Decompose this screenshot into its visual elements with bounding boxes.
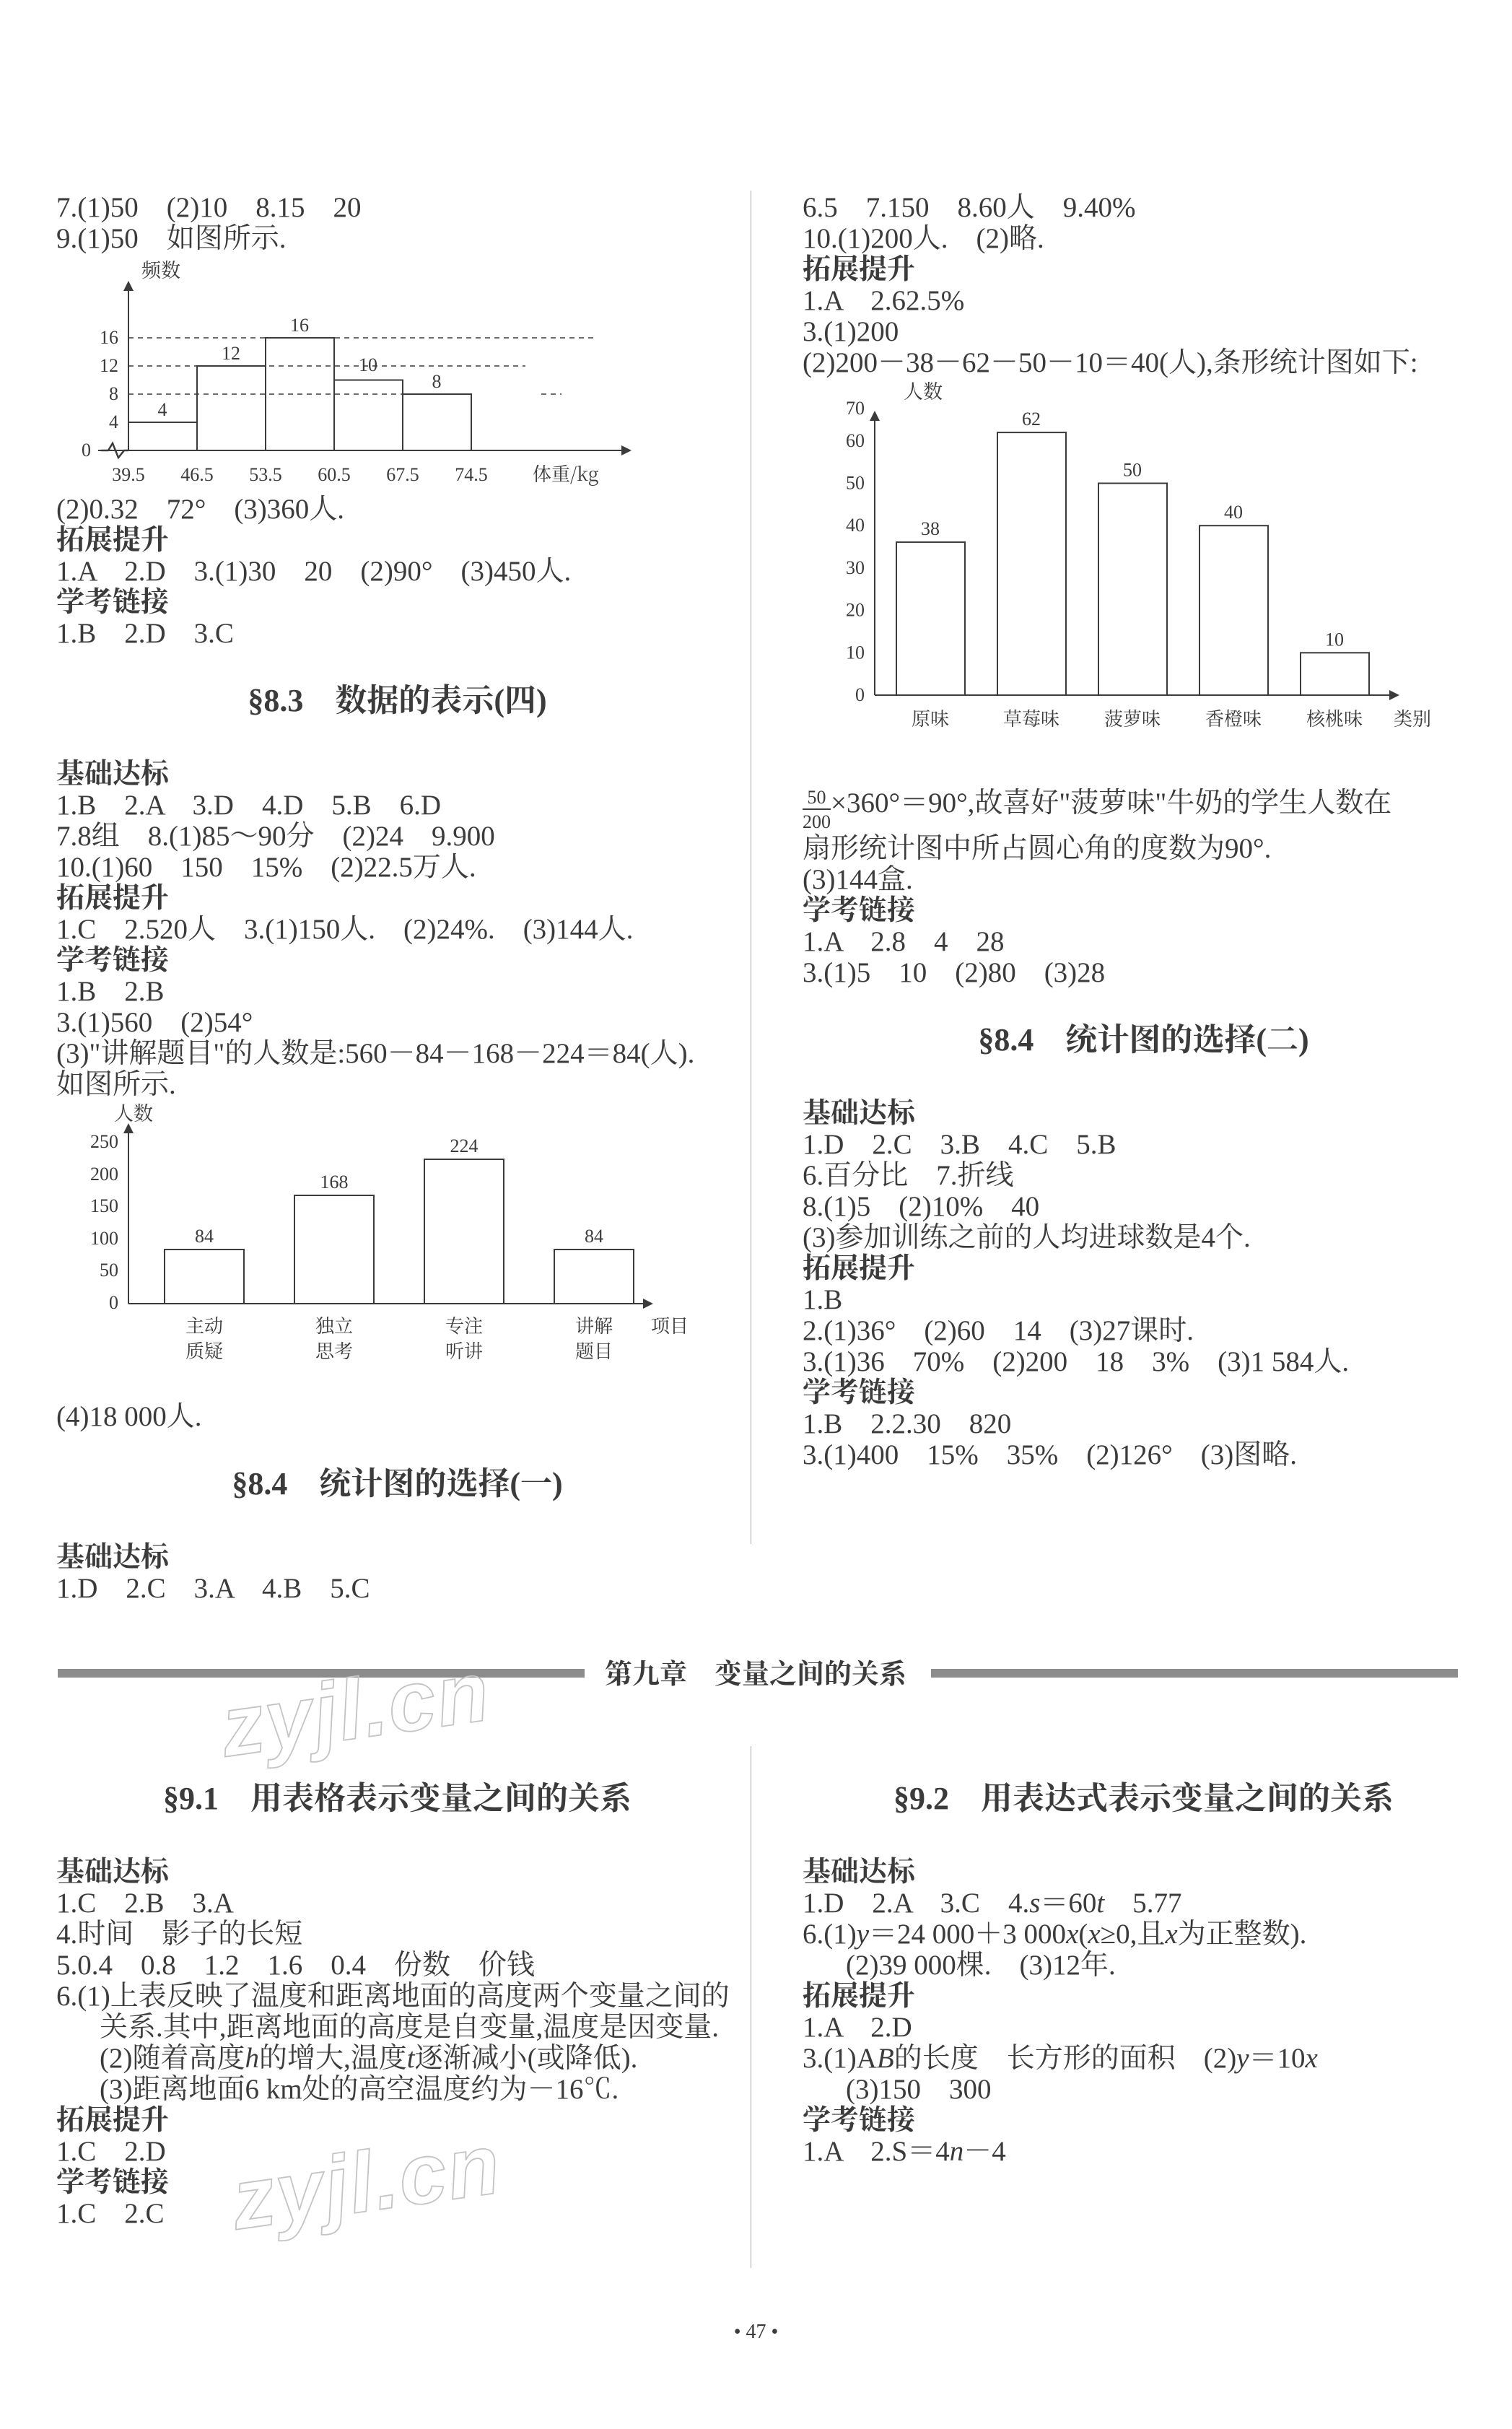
svg-text:38: 38 <box>921 518 940 539</box>
svg-text:频数: 频数 <box>141 256 180 283</box>
svg-text:84: 84 <box>585 1226 603 1247</box>
svg-text:53.5: 53.5 <box>249 464 282 485</box>
svg-text:40: 40 <box>846 515 865 536</box>
svg-text:84: 84 <box>195 1226 214 1247</box>
svg-text:67.5: 67.5 <box>386 464 419 485</box>
svg-text:50: 50 <box>100 1260 118 1281</box>
svg-text:4: 4 <box>109 411 118 432</box>
svg-text:人数: 人数 <box>114 1102 153 1126</box>
svg-text:12: 12 <box>222 343 240 364</box>
svg-text:12: 12 <box>100 355 118 376</box>
svg-text:核桃味: 核桃味 <box>1306 705 1363 731</box>
svg-text:46.5: 46.5 <box>180 464 214 485</box>
svg-text:30: 30 <box>846 557 865 578</box>
svg-text:250: 250 <box>90 1131 118 1152</box>
svg-text:62: 62 <box>1022 409 1041 429</box>
svg-text:质疑: 质疑 <box>185 1337 223 1364</box>
svg-text:香橙味: 香橙味 <box>1205 705 1262 731</box>
svg-text:150: 150 <box>90 1195 118 1216</box>
svg-text:体重/kg: 体重/kg <box>533 460 599 487</box>
svg-text:类别: 类别 <box>1394 705 1431 731</box>
svg-text:20: 20 <box>846 600 865 621</box>
svg-text:讲解: 讲解 <box>575 1312 613 1338</box>
svg-text:40: 40 <box>1224 502 1243 523</box>
svg-text:原味: 原味 <box>912 705 949 731</box>
svg-text:50: 50 <box>846 473 865 494</box>
svg-text:39.5: 39.5 <box>112 464 145 485</box>
svg-text:菠萝味: 菠萝味 <box>1104 705 1161 731</box>
svg-text:10: 10 <box>846 642 865 663</box>
svg-text:74.5: 74.5 <box>455 464 488 485</box>
svg-text:10: 10 <box>1325 629 1344 650</box>
svg-text:100: 100 <box>90 1228 118 1249</box>
svg-text:独立: 独立 <box>315 1312 353 1338</box>
svg-text:4: 4 <box>158 399 167 420</box>
svg-text:8: 8 <box>432 371 442 392</box>
svg-text:思考: 思考 <box>315 1337 353 1364</box>
svg-text:70: 70 <box>846 398 865 419</box>
svg-text:项目: 项目 <box>651 1312 689 1338</box>
svg-text:主动: 主动 <box>185 1312 223 1338</box>
svg-text:第九章 变量之间的关系: 第九章 变量之间的关系 <box>605 1656 907 1691</box>
svg-text:0: 0 <box>855 684 865 705</box>
svg-text:0: 0 <box>109 1292 118 1313</box>
svg-text:草莓味: 草莓味 <box>1003 705 1059 731</box>
svg-text:题目: 题目 <box>575 1337 613 1364</box>
svg-text:60.5: 60.5 <box>318 464 351 485</box>
svg-text:224: 224 <box>450 1135 478 1156</box>
svg-text:50: 50 <box>1123 460 1142 481</box>
svg-text:60: 60 <box>846 430 865 451</box>
svg-text:人数: 人数 <box>904 381 943 404</box>
svg-text:听讲: 听讲 <box>445 1337 483 1364</box>
svg-text:8: 8 <box>109 383 118 404</box>
svg-text:0: 0 <box>82 440 91 461</box>
svg-text:专注: 专注 <box>445 1312 483 1338</box>
svg-text:16: 16 <box>100 327 118 348</box>
svg-text:10: 10 <box>359 354 377 375</box>
svg-text:200: 200 <box>90 1164 118 1185</box>
svg-text:168: 168 <box>320 1172 349 1192</box>
svg-text:16: 16 <box>290 315 309 336</box>
